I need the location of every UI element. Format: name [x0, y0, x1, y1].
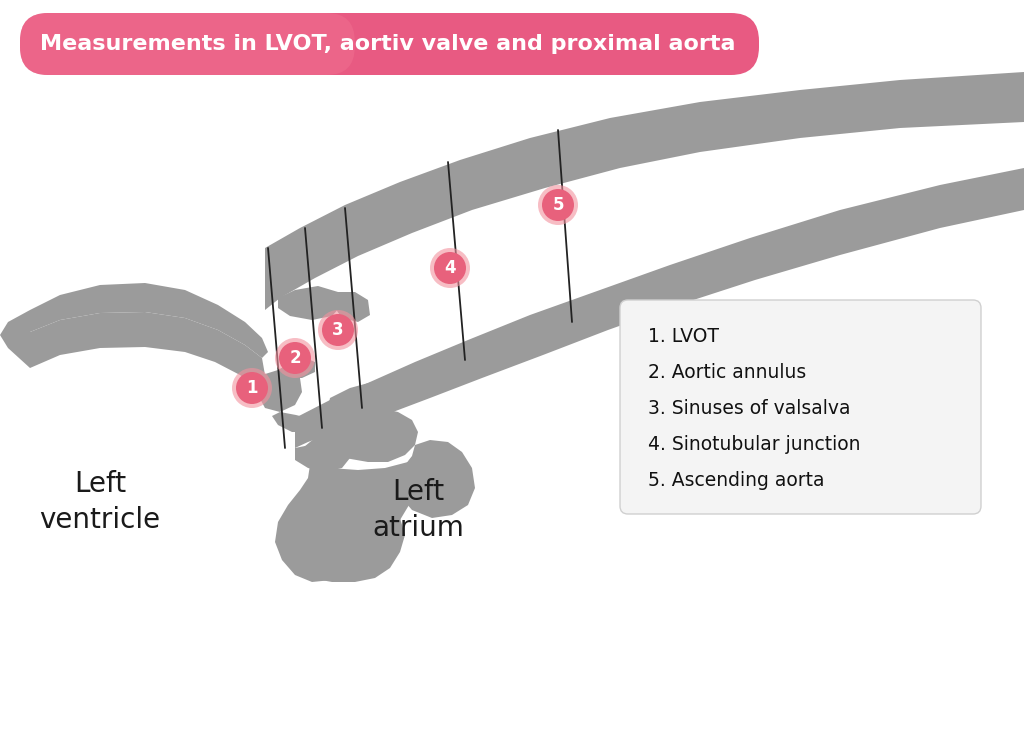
Text: 2. Aortic annulus: 2. Aortic annulus [648, 363, 806, 382]
Polygon shape [258, 370, 302, 412]
Text: 3. Sinuses of valsalva: 3. Sinuses of valsalva [648, 399, 851, 418]
Text: 2: 2 [289, 349, 301, 367]
Polygon shape [275, 450, 422, 582]
Polygon shape [328, 382, 392, 418]
Circle shape [275, 338, 315, 378]
Text: Measurements in LVOT, aortiv valve and proximal aorta: Measurements in LVOT, aortiv valve and p… [40, 34, 735, 54]
Text: 5. Ascending aorta: 5. Ascending aorta [648, 470, 824, 490]
Polygon shape [272, 412, 319, 432]
Text: 1: 1 [246, 379, 258, 397]
Text: 4. Sinotubular junction: 4. Sinotubular junction [648, 435, 860, 454]
Circle shape [434, 252, 466, 284]
Polygon shape [0, 310, 30, 368]
Text: 4: 4 [444, 259, 456, 277]
Circle shape [236, 372, 268, 404]
Polygon shape [265, 72, 1024, 310]
Polygon shape [30, 312, 265, 385]
Circle shape [322, 314, 354, 346]
Circle shape [538, 185, 578, 225]
Text: 3: 3 [332, 321, 344, 339]
Circle shape [279, 342, 311, 374]
Text: Left
ventricle: Left ventricle [40, 469, 161, 535]
Polygon shape [295, 442, 350, 472]
Polygon shape [30, 283, 268, 358]
Polygon shape [278, 358, 315, 378]
Polygon shape [310, 505, 406, 582]
FancyBboxPatch shape [20, 13, 759, 75]
Text: Left
atrium: Left atrium [372, 478, 464, 542]
Text: 5: 5 [552, 196, 564, 214]
Polygon shape [398, 440, 475, 518]
Text: 1. LVOT: 1. LVOT [648, 327, 719, 345]
FancyBboxPatch shape [20, 13, 354, 75]
Circle shape [318, 310, 358, 350]
FancyBboxPatch shape [620, 300, 981, 514]
Polygon shape [298, 408, 418, 462]
Polygon shape [295, 168, 1024, 448]
Circle shape [542, 189, 574, 221]
Polygon shape [335, 292, 370, 322]
Polygon shape [278, 286, 342, 320]
Circle shape [232, 368, 272, 408]
Circle shape [430, 248, 470, 288]
